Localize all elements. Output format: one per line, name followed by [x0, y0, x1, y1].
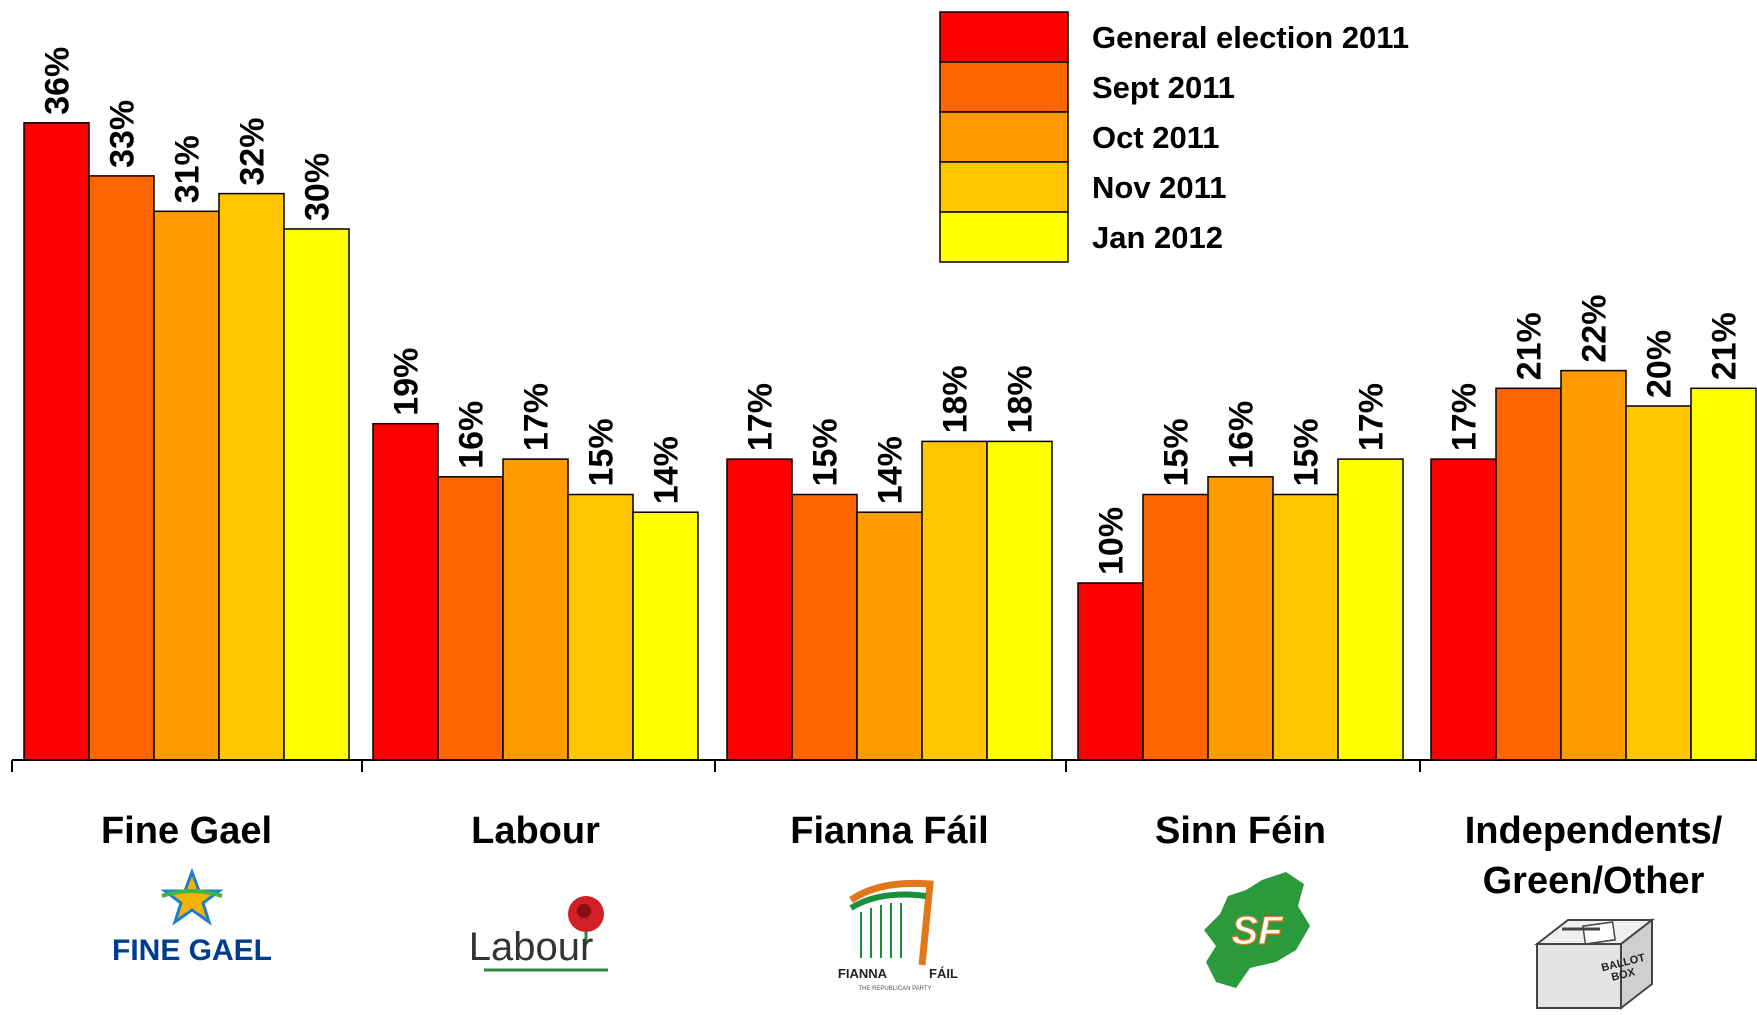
harp-icon — [849, 879, 934, 966]
legend-label: Oct 2011 — [1092, 120, 1220, 155]
bar — [437, 476, 504, 761]
legend-swatch — [939, 211, 1069, 263]
legend-label: Jan 2012 — [1092, 220, 1223, 255]
value-label: 16% — [453, 401, 491, 469]
x-axis — [11, 759, 1757, 772]
star-icon — [160, 867, 224, 926]
fianna-fail-logo: FIANNA FÁIL THE REPUBLICAN PARTY — [838, 879, 958, 992]
value-label: 21% — [1706, 312, 1744, 380]
legend-swatch — [939, 161, 1069, 213]
category-label: Fianna Fáil — [790, 810, 988, 852]
ballot-box-logo: BALLOT BOX — [1534, 917, 1655, 1011]
fine-gael-logo: FINE GAEL — [112, 867, 272, 967]
ireland-map-icon — [1204, 872, 1310, 988]
bar — [1142, 493, 1209, 761]
fianna-fail-logo-text-left: FIANNA — [838, 966, 888, 981]
bar — [726, 458, 793, 761]
bar — [921, 440, 988, 761]
bar — [1272, 493, 1339, 761]
bar — [1625, 405, 1692, 761]
legend: General election 2011 Sept 2011 Oct 2011 No… — [939, 11, 1409, 263]
value-label: 20% — [1641, 330, 1679, 398]
fine-gael-logo-text: FINE GAEL — [112, 934, 272, 967]
bar — [153, 210, 220, 761]
value-label: 15% — [807, 418, 845, 486]
value-label: 30% — [299, 153, 337, 221]
bar — [1560, 369, 1627, 761]
bar — [502, 458, 569, 761]
bar — [1207, 476, 1274, 761]
bar — [986, 440, 1053, 761]
value-label: 15% — [1288, 418, 1326, 486]
bar — [1430, 458, 1497, 761]
value-label: 32% — [234, 118, 272, 186]
category-label: Fine Gael — [101, 810, 272, 852]
bar — [1077, 582, 1144, 761]
value-label: 17% — [742, 383, 780, 451]
category-labels-group: Fine Gael Labour Fianna Fáil Sinn Féin Indep… — [101, 810, 1723, 902]
value-label: 18% — [1002, 365, 1040, 433]
value-labels-group: 36% 33% 31% 32% 30% 19% 16% 17% 15% 14% 17% 15% 14% 1… — [39, 47, 1744, 575]
bar — [1337, 458, 1404, 761]
sinn-fein-logo: SF — [1204, 872, 1310, 988]
value-label: 14% — [648, 436, 686, 504]
ballot-box-logo-line2: BOX — [1610, 966, 1637, 984]
ballot-box-icon — [1534, 917, 1655, 1011]
value-label: 15% — [1158, 418, 1196, 486]
labour-logo-text: Labour — [469, 925, 594, 969]
bar — [283, 228, 350, 761]
bar — [1690, 387, 1757, 761]
category-label: Independents/ — [1465, 810, 1723, 852]
bar — [88, 175, 155, 761]
value-label: 16% — [1223, 401, 1261, 469]
value-label: 17% — [1353, 383, 1391, 451]
value-label: 22% — [1576, 295, 1614, 363]
bar — [567, 493, 634, 761]
legend-label: Sept 2011 — [1092, 70, 1235, 105]
value-label: 31% — [169, 135, 207, 203]
labour-logo: Labour — [469, 896, 608, 972]
sinn-fein-logo-text: SF — [1231, 909, 1284, 953]
legend-label: Nov 2011 — [1092, 170, 1226, 205]
category-label: Green/Other — [1483, 860, 1705, 902]
value-label: 18% — [937, 365, 975, 433]
value-label: 19% — [388, 348, 426, 416]
bars-group — [23, 122, 1757, 761]
category-label: Sinn Féin — [1155, 810, 1326, 852]
bar — [856, 511, 923, 761]
bar — [218, 192, 285, 761]
value-label: 14% — [872, 436, 910, 504]
bar — [791, 493, 858, 761]
value-label: 33% — [104, 100, 142, 168]
legend-swatch — [939, 61, 1069, 113]
bar — [632, 511, 699, 761]
value-label: 15% — [583, 418, 621, 486]
category-label: Labour — [471, 810, 600, 852]
value-label: 21% — [1511, 312, 1549, 380]
legend-swatch — [939, 111, 1069, 163]
legend-swatch — [939, 11, 1069, 63]
bar — [23, 122, 90, 761]
value-label: 17% — [518, 383, 556, 451]
fianna-fail-logo-text-right: FÁIL — [929, 966, 958, 981]
bar — [1495, 387, 1562, 761]
value-label: 10% — [1093, 507, 1131, 575]
legend-label: General election 2011 — [1092, 20, 1409, 55]
value-label: 17% — [1446, 383, 1484, 451]
rose-icon — [568, 896, 604, 944]
fianna-fail-logo-subtitle: THE REPUBLICAN PARTY — [858, 986, 931, 992]
bar — [372, 422, 439, 761]
value-label: 36% — [39, 47, 77, 115]
